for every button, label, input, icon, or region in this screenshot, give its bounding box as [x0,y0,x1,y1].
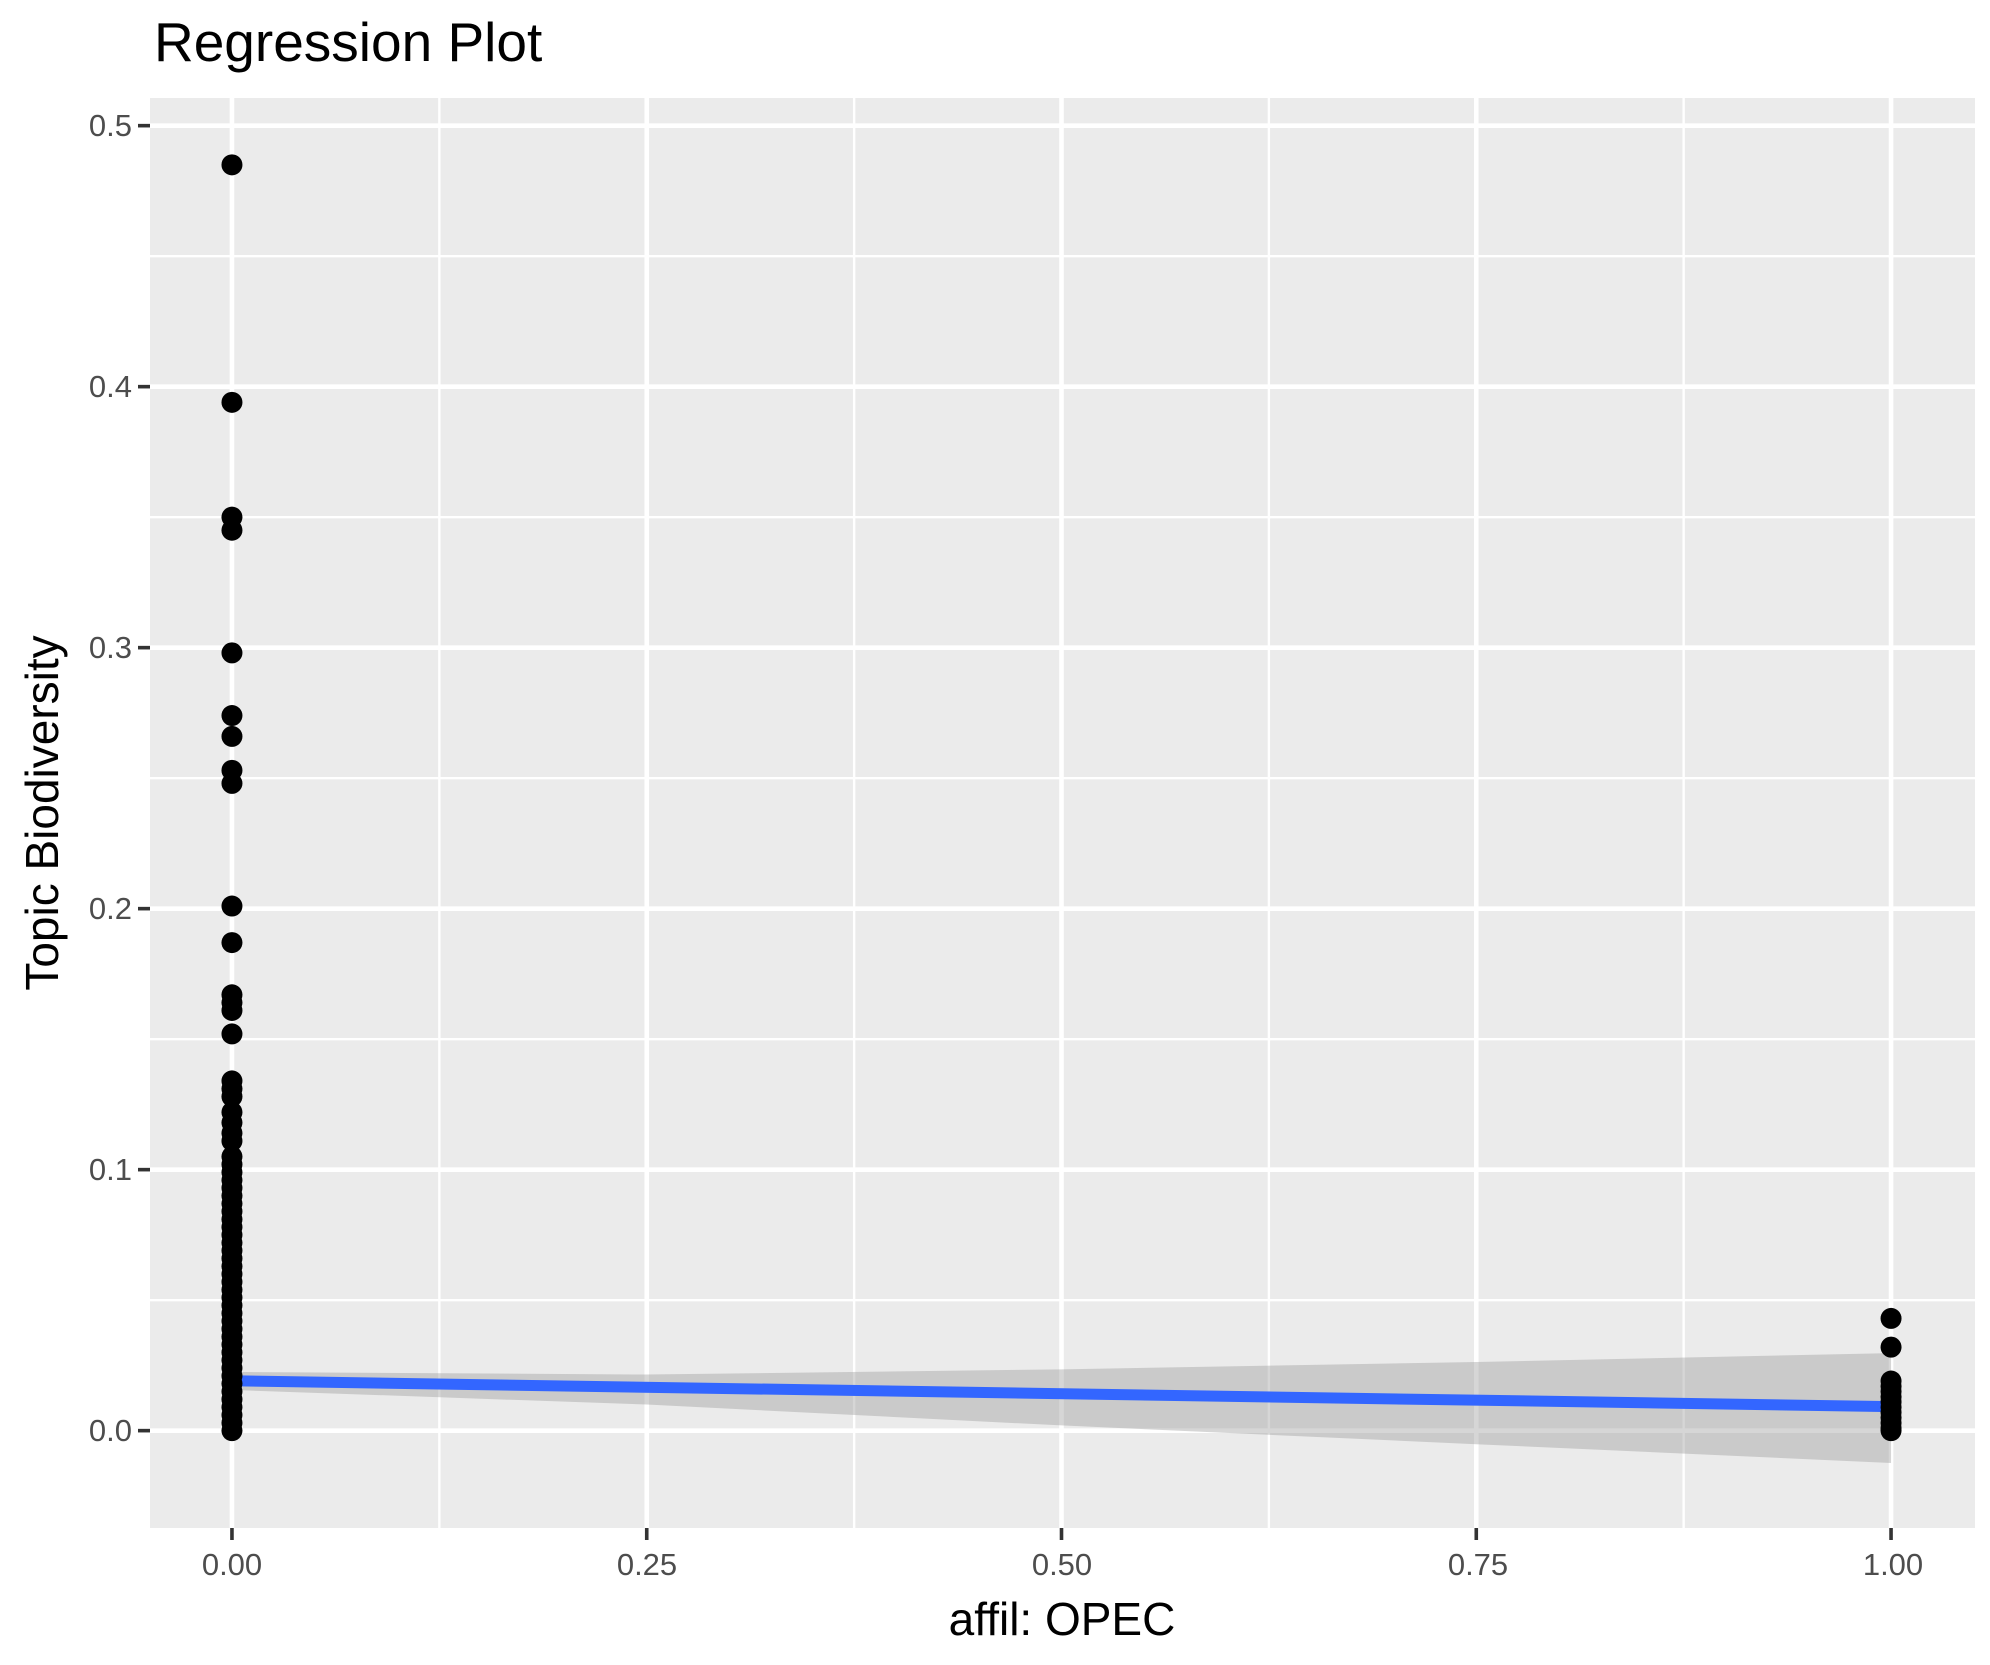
y-tick-label: 0.0 [88,1413,132,1448]
data-point [221,519,243,541]
data-point [221,1086,243,1108]
data-point [221,154,243,176]
data-point [1880,1336,1902,1358]
y-tick-label: 0.2 [88,891,132,926]
y-tick-label: 0.4 [88,369,132,404]
data-point [221,1420,243,1442]
data-point [221,705,243,727]
data-point [221,999,243,1021]
data-point [221,391,243,413]
data-point [221,1023,243,1045]
x-tick-label: 0.25 [616,1547,678,1582]
regression-line [231,1375,1892,1413]
data-point [221,895,243,917]
x-tick-label: 0.75 [1447,1547,1509,1582]
data-point [221,932,243,954]
data-point [221,772,243,794]
x-tick-label: 0.50 [1031,1547,1093,1582]
data-point [221,725,243,747]
plot-title: Regression Plot [154,11,543,73]
y-tick-label: 0.5 [88,108,132,143]
data-point [221,1130,243,1152]
confidence-band [231,1353,1892,1464]
x-tick-label: 0.00 [201,1547,263,1582]
y-tick-label: 0.1 [88,1152,132,1187]
y-axis-title: Topic Biodiversity [16,635,68,991]
data-point [1880,1420,1902,1442]
data-point [1880,1307,1902,1329]
x-tick-label: 1.00 [1862,1547,1924,1582]
y-tick-label: 0.3 [88,630,132,665]
data-point [221,642,243,664]
x-axis-title: affil: OPEC [948,1593,1176,1645]
